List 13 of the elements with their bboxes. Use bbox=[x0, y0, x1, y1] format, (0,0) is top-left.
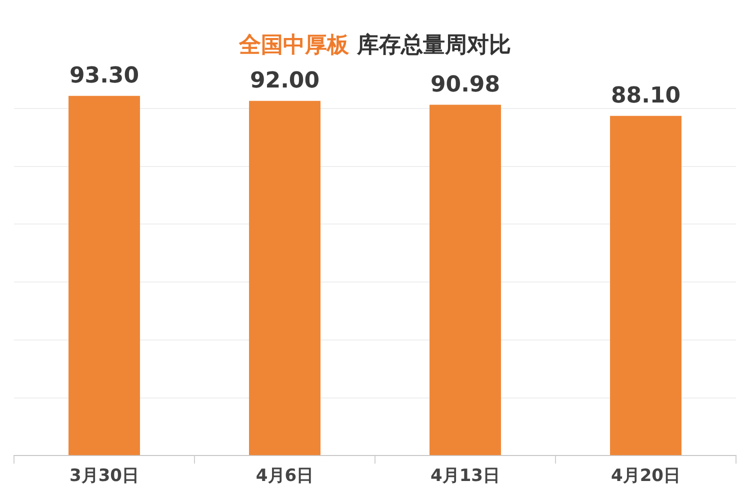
x-tick-label: 4月6日 bbox=[256, 466, 314, 486]
x-tick-label: 4月13日 bbox=[430, 466, 500, 486]
bar bbox=[610, 116, 682, 456]
data-label: 92.00 bbox=[250, 68, 320, 94]
x-tick-label: 4月20日 bbox=[611, 466, 680, 486]
data-label: 88.10 bbox=[610, 84, 681, 109]
bar bbox=[249, 100, 320, 456]
data-label: 93.30 bbox=[69, 64, 140, 89]
bar bbox=[430, 104, 501, 456]
bar bbox=[68, 96, 140, 456]
chart-title: 全国中厚板 库存总量周对比 bbox=[238, 32, 512, 60]
data-label: 90.98 bbox=[430, 72, 500, 98]
x-tick-label: 3月30日 bbox=[70, 466, 139, 486]
